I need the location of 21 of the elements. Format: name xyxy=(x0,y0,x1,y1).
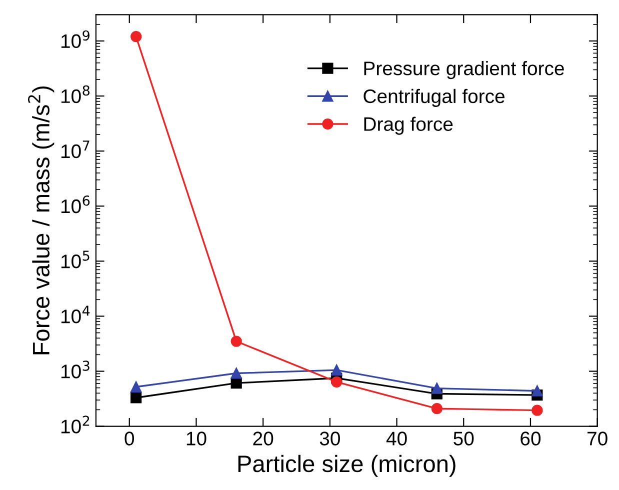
legend-label: Drag force xyxy=(364,116,453,135)
x-tick-label: 20 xyxy=(253,432,274,446)
y-tick-label: 10$^{5}$ xyxy=(61,250,90,268)
x-axis-title: Particle size (micron) xyxy=(238,454,456,477)
legend-label: Pressure gradient force xyxy=(364,61,564,80)
legend-label: Centrifugal force xyxy=(364,88,504,107)
y-axis-title: Force value / mass (m/s$^{2}$) xyxy=(28,86,54,354)
y-tick-label: 10$^{2}$ xyxy=(61,416,90,434)
y-tick-label: 10$^{6}$ xyxy=(61,195,90,214)
y-tick-label: 10$^{3}$ xyxy=(61,360,90,378)
x-tick-label: 0 xyxy=(124,432,134,446)
x-tick-label: 30 xyxy=(320,432,340,446)
x-tick-label: 50 xyxy=(454,432,474,446)
x-tick-label: 70 xyxy=(588,432,608,446)
y-tick-label: 10$^{8}$ xyxy=(61,85,90,104)
y-tick-label: 10$^{9}$ xyxy=(61,30,90,48)
x-tick-label: 40 xyxy=(386,432,407,446)
x-tick-label: 60 xyxy=(520,432,541,446)
y-tick-label: 10$^{4}$ xyxy=(61,306,90,324)
x-tick-label: 10 xyxy=(186,432,206,446)
y-tick-label: 10$^{7}$ xyxy=(61,140,90,158)
